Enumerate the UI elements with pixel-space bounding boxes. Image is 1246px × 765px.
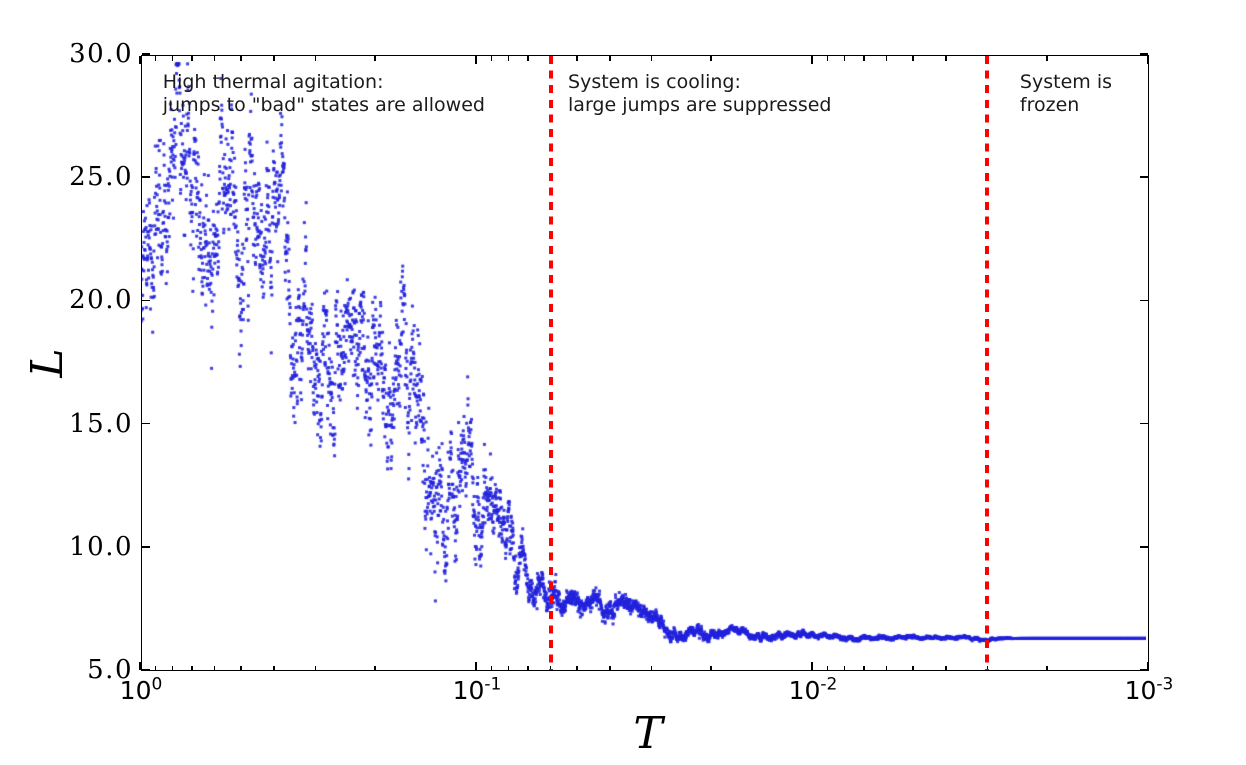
x-minor-tick [490, 56, 493, 61]
y-tick-label: 10.0 [69, 531, 133, 562]
annotation-line: System is cooling: [568, 71, 741, 93]
x-minor-tick [710, 665, 712, 670]
x-tick-label: 10-2 [768, 676, 858, 705]
x-minor-tick [826, 665, 829, 670]
x-tick-base: 10 [1124, 676, 1157, 705]
x-major-tick [811, 56, 813, 64]
x-minor-tick [1046, 665, 1048, 670]
cooling-threshold-line [548, 56, 553, 670]
x-minor-tick [213, 665, 216, 670]
x-minor-tick [272, 665, 275, 670]
annotation-line: frozen [1019, 94, 1080, 116]
y-major-tick [1140, 422, 1148, 425]
x-minor-tick [826, 56, 829, 61]
y-tick-label: 15.0 [69, 408, 133, 439]
x-minor-tick [944, 665, 947, 670]
x-major-tick [139, 56, 141, 64]
annotation-1: High thermal agitation: jumps to "bad" st… [163, 71, 485, 117]
x-minor-tick [171, 56, 174, 61]
x-minor-tick [863, 56, 865, 61]
scatter-points [142, 56, 1146, 668]
x-minor-tick [608, 665, 611, 670]
x-minor-tick [944, 56, 947, 61]
x-tick-base: 10 [119, 676, 152, 705]
y-major-tick [1140, 546, 1148, 548]
x-minor-tick [912, 56, 914, 61]
annotation-line: System is [1019, 71, 1112, 93]
y-major-tick [142, 546, 150, 548]
x-minor-tick [272, 56, 275, 61]
x-tick-exponent: -2 [820, 674, 838, 695]
x-minor-tick [191, 665, 193, 670]
y-major-tick [142, 299, 150, 302]
x-minor-tick [710, 56, 712, 61]
x-minor-tick [527, 56, 529, 61]
x-minor-tick [171, 665, 174, 670]
x-minor-tick [843, 56, 846, 61]
y-major-tick [1140, 53, 1148, 55]
x-tick-label: 100 [96, 676, 186, 705]
x-minor-tick [507, 665, 510, 670]
y-major-tick [1140, 176, 1148, 178]
x-tick-label: 10-3 [1104, 676, 1194, 705]
x-major-tick [475, 662, 477, 670]
x-minor-tick [374, 56, 376, 61]
x-minor-tick [490, 665, 493, 670]
x-minor-tick [863, 665, 865, 670]
x-tick-exponent: -1 [484, 674, 502, 695]
x-minor-tick [314, 665, 317, 670]
x-major-tick [1147, 662, 1149, 670]
y-major-tick [142, 422, 150, 425]
x-minor-tick [576, 56, 578, 61]
y-major-tick [1140, 299, 1148, 302]
x-minor-tick [191, 56, 193, 61]
cooling-threshold-line [985, 56, 990, 670]
x-minor-tick [240, 56, 242, 61]
x-minor-tick [213, 56, 216, 61]
x-minor-tick [507, 56, 510, 61]
annotation-2: System is cooling: large jumps are suppre… [568, 71, 831, 117]
x-minor-tick [843, 665, 846, 670]
x-minor-tick [912, 665, 914, 670]
x-major-tick [1147, 56, 1149, 64]
x-minor-tick [576, 665, 578, 670]
annotation-line: High thermal agitation: [162, 71, 384, 93]
annotation-line: jumps to "bad" states are allowed [162, 94, 485, 116]
y-major-tick [142, 669, 150, 671]
x-minor-tick [1046, 56, 1048, 61]
y-major-tick [142, 53, 150, 55]
x-major-tick [139, 662, 141, 670]
x-minor-tick [240, 665, 242, 670]
y-major-tick [1140, 669, 1148, 671]
x-tick-base: 10 [452, 676, 485, 705]
plot-area: High thermal agitation: jumps to "bad" st… [139, 53, 1149, 671]
x-minor-tick [314, 56, 317, 61]
x-minor-tick [154, 56, 157, 61]
x-tick-label: 10-1 [432, 676, 522, 705]
x-minor-tick [650, 56, 653, 61]
y-major-tick [142, 176, 150, 178]
annotation-3: System is frozen [1020, 71, 1112, 117]
x-minor-tick [650, 665, 653, 670]
y-tick-label: 20.0 [69, 285, 133, 316]
x-minor-tick [527, 665, 529, 670]
y-tick-label: 5.0 [87, 655, 133, 685]
annotation-line: large jumps are suppressed [568, 94, 832, 116]
y-tick-label: 30.0 [69, 39, 133, 69]
x-tick-exponent: 0 [151, 674, 163, 695]
x-tick-base: 10 [788, 676, 821, 705]
x-tick-exponent: -3 [1156, 674, 1174, 695]
x-minor-tick [608, 56, 611, 61]
x-minor-tick [885, 56, 888, 61]
x-major-tick [475, 56, 477, 64]
x-minor-tick [154, 665, 157, 670]
y-axis-label: L [22, 348, 73, 378]
x-axis-label: T [633, 708, 663, 759]
y-tick-label: 25.0 [69, 162, 133, 193]
x-major-tick [811, 662, 813, 670]
x-minor-tick [374, 665, 376, 670]
x-minor-tick [885, 665, 888, 670]
